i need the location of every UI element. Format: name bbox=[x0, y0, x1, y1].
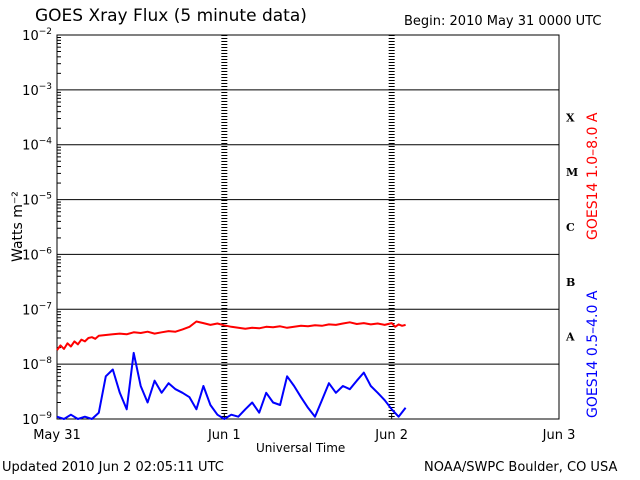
y-tick-label: 10−3 bbox=[22, 82, 52, 99]
y-tick-label: 10−2 bbox=[22, 27, 52, 44]
begin-time: Begin: 2010 May 31 0000 UTC bbox=[404, 14, 602, 29]
y-axis-label: Watts m⁻² bbox=[10, 191, 26, 262]
flare-class-m: M bbox=[566, 166, 578, 179]
x-tick-labels: May 31 Jun 1 Jun 2 Jun 3 bbox=[33, 414, 575, 443]
flare-class-a: A bbox=[565, 331, 575, 344]
updated-timestamp: Updated 2010 Jun 2 02:05:11 UTC bbox=[2, 460, 224, 475]
flare-class-c: C bbox=[566, 221, 575, 234]
y-tick-label: 10−4 bbox=[22, 137, 52, 154]
y-tick-label: 10−6 bbox=[22, 246, 52, 263]
vertical-day-markers bbox=[221, 35, 395, 419]
flare-class-labels: A B C M X bbox=[565, 111, 578, 343]
series-lines bbox=[56, 320, 407, 420]
horizontal-gridlines bbox=[57, 34, 559, 420]
x-tick-label: May 31 bbox=[33, 428, 81, 443]
flare-class-x: X bbox=[566, 111, 575, 124]
x-tick-label: Jun 3 bbox=[542, 428, 576, 443]
y-tick-labels: 10−9 10−8 10−7 10−6 10−5 10−4 10−3 10−2 bbox=[22, 27, 52, 428]
y-tick-label: 10−5 bbox=[22, 192, 52, 209]
series-short-line bbox=[56, 351, 407, 420]
series-long-line bbox=[56, 320, 406, 351]
legend-series-short: GOES14 0.5–4.0 A bbox=[585, 290, 601, 418]
x-tick-label: Jun 2 bbox=[374, 428, 408, 443]
y-tick-label: 10−7 bbox=[22, 301, 52, 318]
y-tick-label: 10−8 bbox=[22, 356, 52, 373]
flare-class-b: B bbox=[566, 276, 575, 289]
legend-series-long: GOES14 1.0–8.0 A bbox=[585, 112, 601, 240]
credit-text: NOAA/SWPC Boulder, CO USA bbox=[424, 460, 618, 475]
y-tick-label: 10−9 bbox=[22, 411, 52, 428]
x-tick-label: Jun 1 bbox=[207, 428, 241, 443]
chart-title: GOES Xray Flux (5 minute data) bbox=[35, 6, 307, 26]
x-axis-label: Universal Time bbox=[256, 441, 346, 455]
